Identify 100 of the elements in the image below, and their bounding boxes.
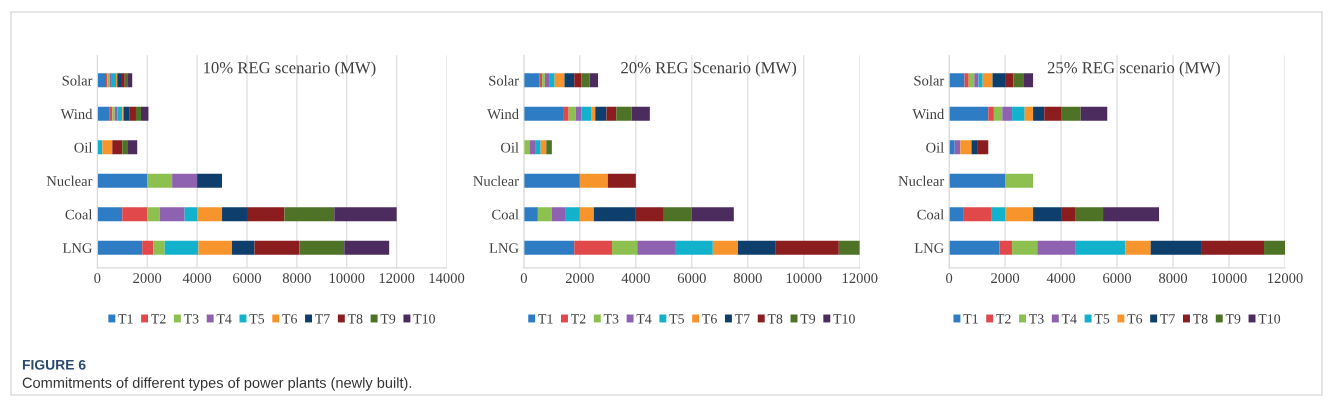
- bar: [1005, 73, 1014, 88]
- bar: [1013, 73, 1024, 88]
- x-tick-label: 12000: [1268, 273, 1303, 284]
- legend-label: T8: [347, 314, 363, 324]
- bar: [999, 240, 1013, 255]
- bar: [529, 140, 536, 155]
- bar: [97, 173, 148, 188]
- x-tick-label: 10000: [1212, 273, 1247, 284]
- bar: [691, 207, 734, 222]
- bar: [222, 207, 247, 222]
- legend-label: T6: [1127, 314, 1143, 324]
- bar: [523, 73, 540, 88]
- chart-title: 25% REG scenario (MW): [1047, 61, 1220, 77]
- bar: [1061, 207, 1076, 222]
- y-tick-label: LNG: [489, 243, 519, 253]
- legend-label: T10: [413, 314, 435, 324]
- y-tick-label: Solar: [914, 75, 945, 86]
- bar: [198, 240, 233, 255]
- bar: [563, 106, 569, 121]
- bar: [635, 207, 664, 222]
- bar: [523, 106, 564, 121]
- y-tick-label: Nuclear: [898, 175, 945, 187]
- caption: FIGURE 6: [22, 359, 86, 370]
- x-tick-label: 8000: [282, 273, 311, 284]
- bar: [971, 140, 978, 155]
- x-tick-label: 4000: [621, 273, 650, 284]
- bar: [117, 73, 122, 88]
- x-tick-label: 12000: [842, 273, 878, 284]
- bar: [977, 140, 989, 155]
- bar: [147, 173, 173, 188]
- legend-label: T3: [1029, 314, 1044, 324]
- bar: [579, 173, 608, 188]
- bar: [1044, 106, 1062, 121]
- bar: [1005, 173, 1034, 188]
- bar: [523, 240, 575, 255]
- legend-label: T5: [1094, 314, 1110, 324]
- bar: [775, 240, 839, 255]
- x-tick-label: 0: [94, 273, 101, 284]
- y-tick-label: LNG: [62, 243, 92, 253]
- legend-label: T8: [767, 314, 783, 324]
- bar: [960, 140, 972, 155]
- bar: [97, 73, 107, 88]
- x-tick-label: 4000: [182, 273, 212, 284]
- x-tick-label: 12000: [379, 273, 415, 284]
- bar: [122, 140, 128, 155]
- legend-label: T1: [963, 314, 978, 324]
- legend-label: T9: [380, 314, 396, 324]
- x-tick-label: 2000: [991, 273, 1020, 284]
- bar: [1075, 240, 1126, 255]
- bar: [159, 207, 185, 222]
- x-tick-label: 4000: [1046, 273, 1076, 284]
- legend-label: T7: [734, 314, 750, 324]
- legend-label: T4: [636, 314, 652, 324]
- bar: [565, 207, 580, 222]
- bar: [1201, 240, 1265, 255]
- bar: [612, 240, 638, 255]
- bar: [97, 106, 110, 121]
- bar: [637, 240, 676, 255]
- bar: [246, 207, 285, 222]
- bar: [102, 140, 113, 155]
- bar: [1061, 106, 1081, 121]
- bar: [949, 173, 1006, 188]
- y-tick-label: Solar: [62, 75, 93, 86]
- bar: [135, 106, 141, 121]
- y-tick-label: Wind: [912, 108, 945, 120]
- legend-label: T1: [538, 314, 553, 324]
- bar: [153, 240, 165, 255]
- legend-label: T3: [183, 314, 199, 324]
- bar: [991, 207, 1006, 222]
- bar: [675, 240, 713, 255]
- legend-label: T10: [1258, 314, 1281, 324]
- bar: [535, 140, 541, 155]
- y-tick-label: Coal: [65, 209, 93, 220]
- bar: [164, 240, 199, 255]
- y-tick-label: Wind: [60, 108, 93, 120]
- x-tick-label: 6000: [233, 273, 262, 284]
- legend-label: T10: [833, 314, 855, 324]
- bar: [551, 207, 566, 222]
- bar: [974, 73, 979, 88]
- bar: [344, 240, 390, 255]
- y-tick-label: Solar: [489, 75, 519, 86]
- bar: [1024, 106, 1034, 121]
- bar: [581, 73, 590, 88]
- bar: [254, 240, 300, 255]
- x-tick-label: 6000: [677, 273, 706, 284]
- bar: [616, 106, 632, 121]
- bar: [595, 106, 607, 121]
- bar: [712, 240, 739, 255]
- legend-label: T9: [1225, 314, 1241, 324]
- bar: [988, 106, 994, 121]
- bar: [284, 207, 335, 222]
- bar: [184, 207, 198, 222]
- bar: [963, 207, 992, 222]
- legend-label: T1: [118, 314, 133, 324]
- bar: [546, 140, 552, 155]
- legend-label: T8: [1192, 314, 1208, 324]
- legend-label: T2: [996, 314, 1011, 324]
- bar: [1033, 207, 1062, 222]
- bar: [129, 106, 136, 121]
- bar: [197, 207, 223, 222]
